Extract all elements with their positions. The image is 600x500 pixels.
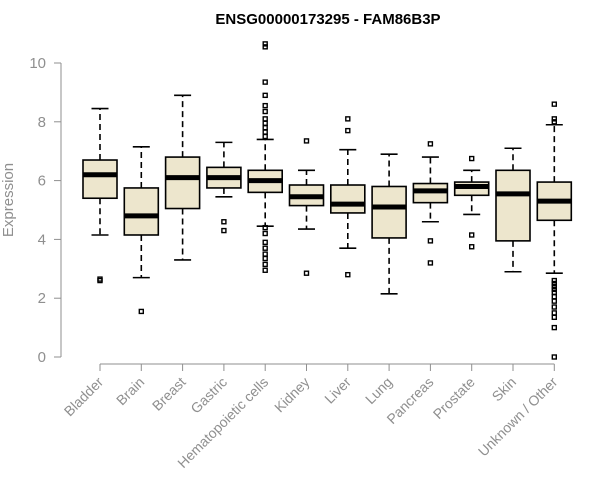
x-tick-label: Liver: [321, 374, 354, 407]
outlier-point: [262, 230, 268, 237]
outlier-point: [551, 119, 557, 125]
outlier-point: [551, 280, 557, 287]
box-group: [82, 107, 118, 284]
outlier-point: [469, 244, 475, 250]
outlier-point: [469, 232, 475, 238]
y-tick-label: 4: [38, 231, 46, 248]
x-tick-label: Bladder: [61, 374, 107, 420]
outlier-point: [345, 116, 351, 122]
outlier-point: [262, 245, 268, 251]
box-group: [453, 155, 490, 250]
outlier-point: [262, 267, 268, 273]
x-tick-label: Skin: [489, 374, 520, 405]
outlier-point: [469, 155, 475, 162]
outlier-point: [427, 238, 434, 244]
outlier-point: [262, 124, 268, 131]
outlier-point: [138, 308, 145, 315]
outlier-point: [427, 260, 434, 266]
y-tick-label: 10: [29, 55, 46, 72]
box: [371, 185, 407, 239]
outlier-point: [262, 239, 268, 246]
outlier-point: [262, 224, 268, 231]
outlier-point: [551, 289, 557, 296]
outlier-point: [221, 227, 227, 234]
y-axis-label: Expression: [0, 163, 17, 237]
outlier-point: [262, 108, 268, 115]
outlier-point: [551, 354, 557, 360]
outlier-point: [551, 101, 557, 107]
outlier-point: [262, 261, 268, 268]
outlier-point: [97, 276, 103, 282]
box-group: [329, 116, 366, 278]
box-group: [495, 147, 531, 273]
outlier-point: [221, 219, 227, 225]
x-tick-label: Prostate: [430, 374, 478, 422]
x-tick-label: Lung: [362, 374, 395, 407]
outlier-point: [262, 102, 268, 109]
box-group: [206, 141, 242, 234]
box: [495, 169, 531, 242]
y-tick-label: 2: [38, 290, 46, 307]
box-plots: [82, 41, 573, 360]
box-group: [536, 101, 573, 360]
outlier-point: [551, 324, 557, 331]
outlier-point: [262, 92, 268, 99]
y-tick-label: 8: [38, 114, 46, 131]
box: [329, 184, 366, 214]
outlier-point: [551, 277, 557, 284]
outlier-point: [551, 304, 557, 310]
outlier-point: [345, 127, 351, 134]
outlier-point: [551, 294, 557, 300]
outlier-point: [551, 116, 557, 122]
outlier-point: [303, 138, 310, 144]
box-group: [247, 41, 283, 273]
box: [123, 187, 160, 236]
y-tick-label: 6: [38, 173, 46, 190]
x-tick-label: Brain: [113, 374, 147, 408]
outlier-point: [551, 286, 557, 293]
outlier-point: [262, 255, 268, 262]
x-tick-label: Kidney: [271, 374, 313, 416]
outlier-point: [551, 314, 557, 321]
outlier-point: [262, 133, 268, 140]
outlier-point: [427, 141, 434, 147]
box-group: [123, 145, 160, 315]
outlier-point: [551, 310, 557, 316]
outlier-point: [345, 271, 351, 278]
box-group: [412, 141, 449, 266]
y-axis: 0 2 4 6 8 10: [29, 55, 62, 366]
outlier-point: [262, 251, 268, 257]
box-group: [371, 153, 407, 295]
outlier-point: [551, 283, 557, 290]
box-group: [164, 94, 201, 261]
outlier-point: [551, 298, 557, 304]
box-group: [288, 138, 325, 276]
chart-title: ENSG00000173295 - FAM86B3P: [215, 11, 440, 28]
box: [82, 159, 118, 200]
outlier-point: [262, 79, 268, 85]
outlier-point: [262, 44, 268, 50]
outlier-point: [303, 270, 310, 276]
x-tick-label: Breast: [149, 374, 189, 414]
outlier-point: [262, 41, 268, 47]
y-tick-label: 0: [38, 349, 46, 366]
outlier-point: [262, 116, 268, 122]
outlier-point: [262, 120, 268, 126]
box: [164, 156, 201, 210]
outlier-point: [262, 129, 268, 135]
